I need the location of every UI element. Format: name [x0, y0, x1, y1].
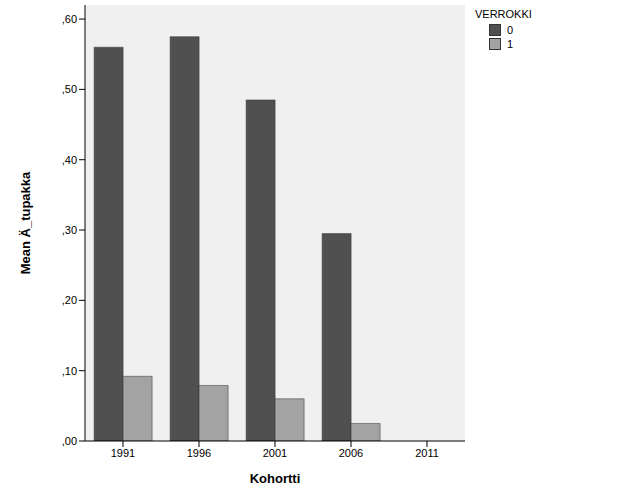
svg-text:2011: 2011 — [415, 447, 439, 459]
html-text:1: 1 — [507, 38, 514, 50]
svg-text:,10: ,10 — [62, 365, 77, 377]
svg-text:,20: ,20 — [62, 294, 77, 306]
svg-text:,40: ,40 — [62, 154, 77, 166]
svg-text:2006: 2006 — [339, 447, 363, 459]
svg-text:,50: ,50 — [62, 83, 77, 95]
svg-text:,30: ,30 — [62, 224, 77, 236]
svg-text:,60: ,60 — [62, 13, 77, 25]
html-text:VERROKKI: VERROKKI — [475, 8, 532, 20]
svg-text:Kohortti: Kohortti — [250, 471, 301, 486]
svg-text:,00: ,00 — [62, 435, 77, 447]
svg-text:1996: 1996 — [187, 447, 211, 459]
svg-text:2001: 2001 — [263, 447, 287, 459]
svg-text:1991: 1991 — [111, 447, 135, 459]
html-text:0: 0 — [507, 24, 514, 36]
svg-text:Mean Ä_tupakka: Mean Ä_tupakka — [18, 171, 33, 274]
